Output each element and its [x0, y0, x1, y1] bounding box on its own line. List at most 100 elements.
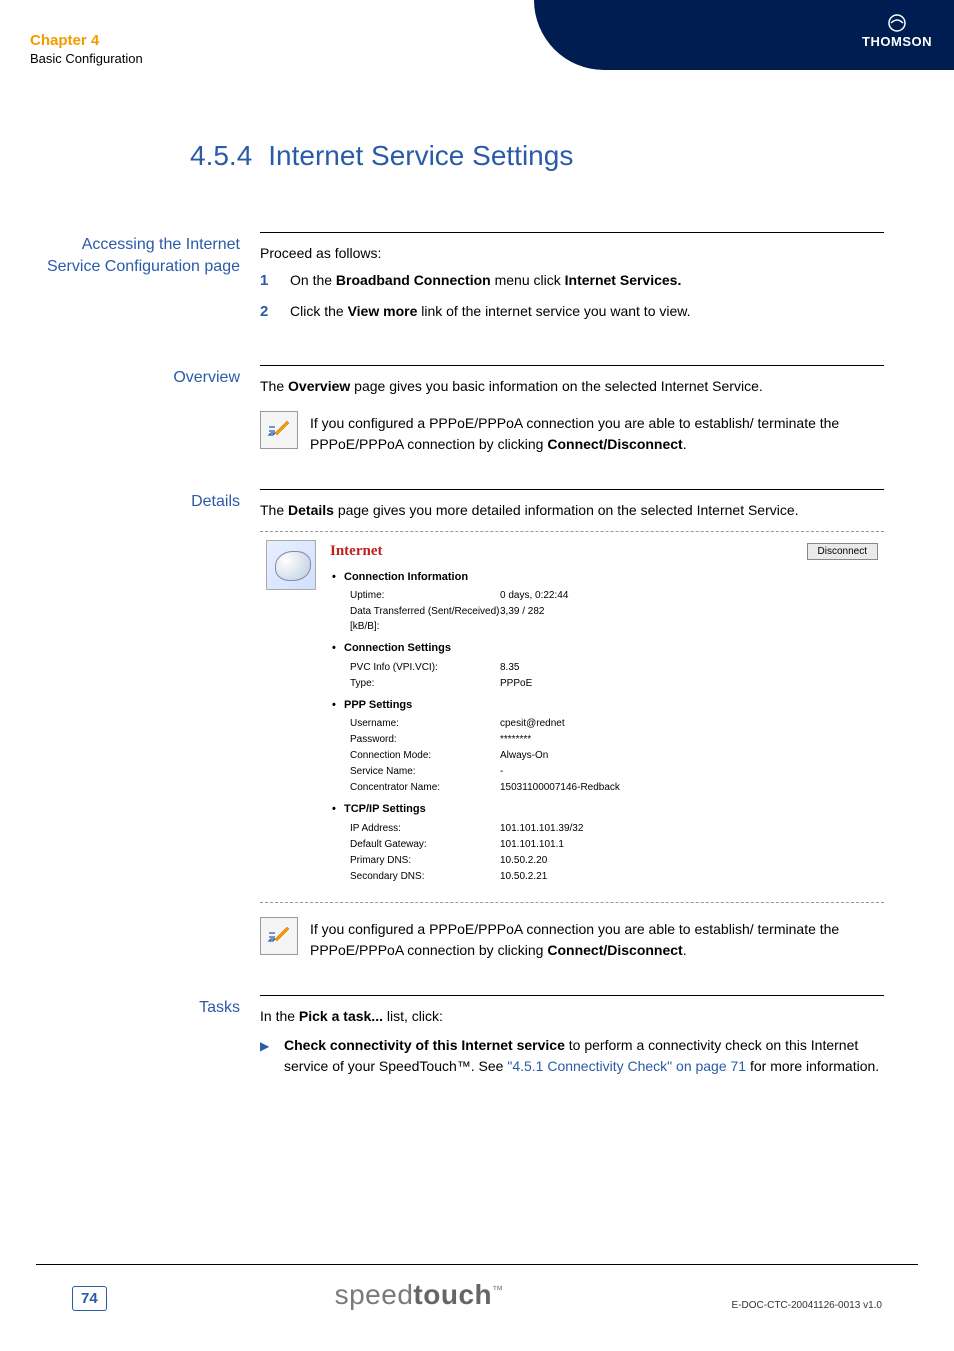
screenshot-header: Internet Disconnect — [330, 540, 878, 563]
screenshot-row: Uptime:0 days, 0:22:44 — [344, 588, 878, 603]
screenshot-value: 8.35 — [500, 660, 878, 675]
section-body-tasks: In the Pick a task... list, click: ▶ Che… — [260, 995, 884, 1077]
screenshot-value: Always-On — [500, 748, 878, 763]
details-note: If you configured a PPPoE/PPPoA connecti… — [260, 917, 884, 961]
screenshot-title: Internet — [330, 540, 383, 563]
screenshot-value: 10.50.2.20 — [500, 853, 878, 868]
side-label-accessing: Accessing the Internet Service Configura… — [30, 232, 260, 331]
screenshot-row: Primary DNS:10.50.2.20 — [344, 853, 878, 868]
screenshot-key: Connection Mode: — [350, 748, 500, 763]
screenshot-row: Secondary DNS:10.50.2.21 — [344, 869, 878, 884]
step-number: 1 — [260, 270, 290, 293]
step-text: Click the View more link of the internet… — [290, 301, 884, 324]
screenshot-key: IP Address: — [350, 821, 500, 836]
screenshot-key: Primary DNS: — [350, 853, 500, 868]
page-number: 74 — [72, 1286, 107, 1311]
screenshot-key: Username: — [350, 716, 500, 731]
screenshot-value: PPPoE — [500, 676, 878, 691]
side-label-tasks: Tasks — [30, 995, 260, 1077]
chapter-title: Chapter 4 — [30, 32, 143, 49]
screenshot-row: IP Address:101.101.101.39/32 — [344, 821, 878, 836]
screenshot-row: PVC Info (VPI.VCI):8.35 — [344, 660, 878, 675]
screenshot-key: Type: — [350, 676, 500, 691]
section-body-details: The Details page gives you more detailed… — [260, 489, 884, 961]
screenshot-key: Concentrator Name: — [350, 780, 500, 795]
header-curve: THOMSON — [534, 0, 954, 70]
section-overview: Overview The Overview page gives you bas… — [30, 365, 884, 455]
pencil-icon — [267, 927, 291, 945]
task-text: Check connectivity of this Internet serv… — [284, 1035, 884, 1077]
title-text: Internet Service Settings — [268, 140, 573, 171]
note-icon — [260, 411, 298, 449]
pencil-icon — [267, 421, 291, 439]
access-step-2: 2 Click the View more link of the intern… — [260, 301, 884, 324]
screenshot-group: Connection Information Uptime:0 days, 0:2… — [330, 569, 878, 635]
screenshot-row: Type:PPPoE — [344, 676, 878, 691]
screenshot-row: Default Gateway:101.101.101.1 — [344, 837, 878, 852]
note-icon — [260, 917, 298, 955]
doc-id: E-DOC-CTC-20041126-0013 v1.0 — [732, 1300, 882, 1311]
section-accessing: Accessing the Internet Service Configura… — [30, 232, 884, 331]
title-number: 4.5.4 — [190, 140, 252, 171]
access-step-1: 1 On the Broadband Connection menu click… — [260, 270, 884, 293]
task-item: ▶ Check connectivity of this Internet se… — [260, 1035, 884, 1077]
screenshot-key: PVC Info (VPI.VCI): — [350, 660, 500, 675]
step-number: 2 — [260, 301, 290, 324]
screenshot-value: 101.101.101.1 — [500, 837, 878, 852]
screenshot-content: Internet Disconnect Connection Informati… — [330, 540, 878, 890]
screenshot-row: Data Transferred (Sent/Received) [kB/B]:… — [344, 604, 878, 634]
screenshot-group: TCP/IP Settings IP Address:101.101.101.39… — [330, 801, 878, 884]
overview-note-text: If you configured a PPPoE/PPPoA connecti… — [310, 411, 884, 455]
side-label-overview: Overview — [30, 365, 260, 455]
screenshot-value: - — [500, 764, 878, 779]
chapter-subtitle: Basic Configuration — [30, 51, 143, 66]
screenshot-value: 0 days, 0:22:44 — [500, 588, 878, 603]
screenshot-key: Data Transferred (Sent/Received) [kB/B]: — [350, 604, 500, 634]
triangle-icon: ▶ — [260, 1035, 284, 1077]
access-intro: Proceed as follows: — [260, 243, 884, 264]
section-tasks: Tasks In the Pick a task... list, click:… — [30, 995, 884, 1077]
screenshot-value: cpesit@rednet — [500, 716, 878, 731]
screenshot-value: 15031100007146-Redback — [500, 780, 878, 795]
section-details: Details The Details page gives you more … — [30, 489, 884, 961]
screenshot-key: Default Gateway: — [350, 837, 500, 852]
screenshot-value: 10.50.2.21 — [500, 869, 878, 884]
cross-ref-link[interactable]: "4.5.1 Connectivity Check" on page 71 — [507, 1058, 746, 1074]
screenshot-value: 101.101.101.39/32 — [500, 821, 878, 836]
screenshot-row: Connection Mode:Always-On — [344, 748, 878, 763]
disconnect-button[interactable]: Disconnect — [807, 543, 878, 560]
screenshot-group-title: PPP Settings — [344, 697, 878, 714]
screenshot-group: PPP Settings Username:cpesit@rednetPasswo… — [330, 697, 878, 796]
page-title: 4.5.4 Internet Service Settings — [190, 140, 954, 172]
screenshot-group: Connection Settings PVC Info (VPI.VCI):8.… — [330, 640, 878, 691]
thomson-text: THOMSON — [862, 34, 932, 49]
screenshot-group-title: TCP/IP Settings — [344, 801, 878, 818]
tasks-intro: In the Pick a task... list, click: — [260, 1006, 884, 1027]
details-note-text: If you configured a PPPoE/PPPoA connecti… — [310, 917, 884, 961]
screenshot-group-title: Connection Information — [344, 569, 878, 586]
thomson-brand: THOMSON — [862, 14, 932, 49]
step-text: On the Broadband Connection menu click I… — [290, 270, 884, 293]
screenshot-key: Password: — [350, 732, 500, 747]
page-header: Chapter 4 Basic Configuration THOMSON — [0, 0, 954, 80]
overview-note: If you configured a PPPoE/PPPoA connecti… — [260, 411, 884, 455]
screenshot-value: ******** — [500, 732, 878, 747]
overview-text: The Overview page gives you basic inform… — [260, 376, 884, 397]
screenshot-key: Secondary DNS: — [350, 869, 500, 884]
screenshot-row: Password:******** — [344, 732, 878, 747]
screenshot-key: Service Name: — [350, 764, 500, 779]
page-footer: 74 speedtouch™ E-DOC-CTC-20041126-0013 v… — [36, 1264, 918, 1311]
side-label-details: Details — [30, 489, 260, 961]
screenshot-row: Service Name:- — [344, 764, 878, 779]
details-screenshot: Internet Disconnect Connection Informati… — [260, 531, 884, 903]
screenshot-value: 3,39 / 282 — [500, 604, 878, 634]
screenshot-row: Username:cpesit@rednet — [344, 716, 878, 731]
screenshot-group-title: Connection Settings — [344, 640, 878, 657]
screenshot-key: Uptime: — [350, 588, 500, 603]
screenshot-groups: Connection Information Uptime:0 days, 0:2… — [330, 569, 878, 884]
chapter-block: Chapter 4 Basic Configuration — [30, 32, 143, 66]
footer-brand: speedtouch™ — [335, 1279, 504, 1311]
globe-icon — [266, 540, 316, 590]
content: Accessing the Internet Service Configura… — [30, 232, 884, 1077]
screenshot-row: Concentrator Name:15031100007146-Redback — [344, 780, 878, 795]
